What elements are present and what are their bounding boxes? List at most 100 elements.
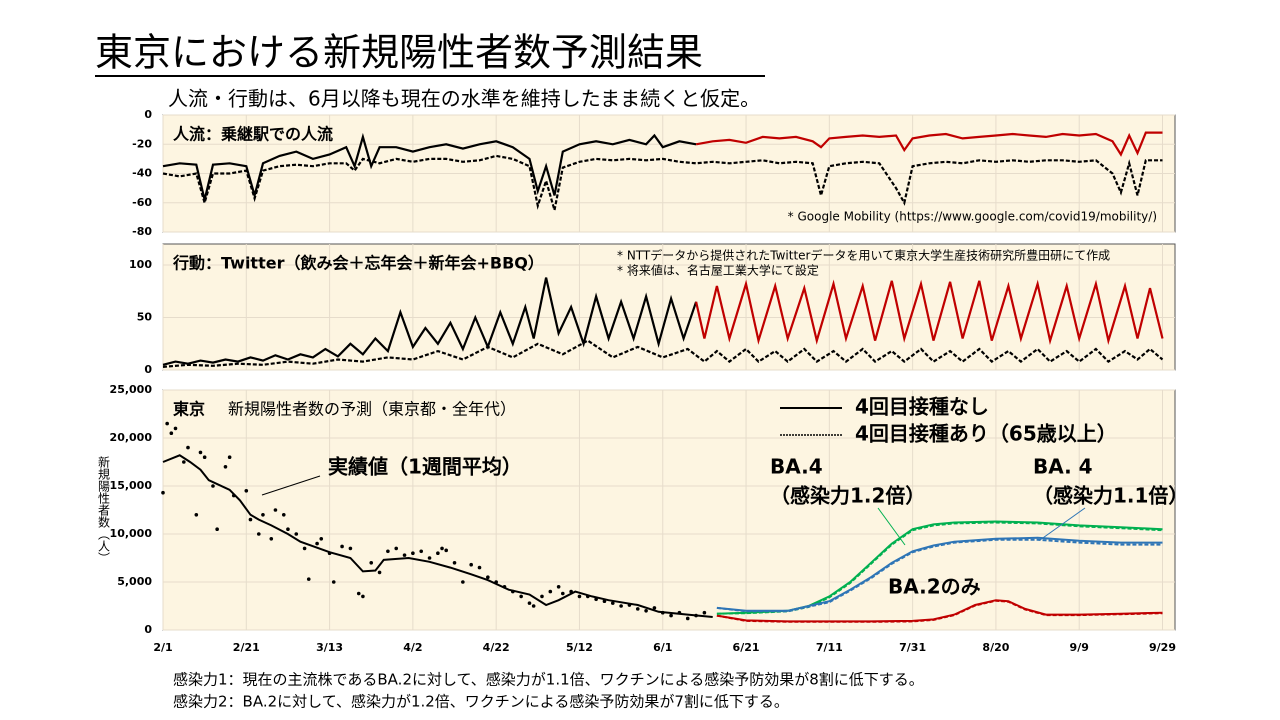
data-point [306, 577, 311, 581]
data-point [281, 513, 286, 517]
data-point [519, 594, 523, 599]
data-point [556, 585, 561, 589]
series-line [695, 279, 1164, 345]
data-point [531, 604, 536, 608]
annotation: （感染力1.1倍） [1033, 484, 1188, 508]
data-point [561, 591, 565, 596]
data-point [444, 548, 448, 553]
y-tick-label: 0 [144, 108, 152, 121]
data-point [302, 546, 307, 551]
data-point [548, 589, 553, 594]
data-point [669, 613, 673, 618]
data-point [261, 513, 265, 517]
annotation-pointer [877, 507, 906, 546]
data-point [340, 544, 344, 549]
series-line [695, 131, 1163, 157]
data-point [461, 580, 465, 584]
data-point [540, 594, 544, 599]
annotation: 実績値（1週間平均） [328, 455, 522, 479]
data-point [165, 421, 169, 426]
data-point [186, 445, 190, 450]
data-point [356, 591, 361, 596]
series-line [716, 538, 1163, 613]
x-tick-label: 2/21 [233, 641, 260, 654]
panel-title: 行動：Twitter（飲み会＋忘年会＋新年会+BBQ） [172, 254, 544, 273]
x-tick-label: 4/2 [403, 641, 422, 654]
data-point [436, 551, 440, 555]
y-tick-label: 50 [137, 311, 153, 324]
panel-title: 新規陽性者数の予測（東京都・全年代） [228, 400, 516, 419]
data-point [486, 575, 490, 579]
data-point [202, 455, 207, 460]
x-tick-label: 9/9 [1070, 641, 1089, 654]
data-point [227, 455, 232, 460]
data-point [348, 546, 353, 551]
data-point [161, 490, 165, 495]
x-tick-label: 3/13 [316, 641, 343, 654]
data-point [211, 484, 215, 488]
series-line [162, 277, 698, 366]
data-point [411, 551, 415, 555]
data-point [619, 604, 623, 608]
data-point [244, 489, 249, 493]
legend-label: 4回目接種なし [855, 395, 989, 419]
data-point [182, 460, 186, 464]
x-tick-label: 7/31 [899, 641, 926, 654]
data-point [223, 465, 228, 469]
data-point [315, 541, 319, 546]
data-point [198, 450, 203, 455]
data-point [256, 532, 261, 536]
x-tick-label: 5/12 [566, 641, 593, 654]
annotation: （感染力1.2倍） [770, 484, 925, 508]
data-point [419, 549, 424, 554]
data-point [273, 508, 278, 512]
y-tick-label: 100 [129, 258, 152, 271]
y-tick-label: 25,000 [110, 383, 153, 396]
data-point [644, 609, 648, 613]
plot-area [162, 389, 1176, 631]
series-line [716, 599, 1163, 623]
data-point [215, 527, 219, 531]
data-point [652, 606, 657, 610]
data-point [248, 517, 253, 522]
data-point [685, 616, 690, 621]
y-tick-label: -40 [132, 167, 152, 180]
note: 感染力1：現在の主流株であるBA.2に対して、感染力が1.1倍、ワクチンによる感… [173, 671, 924, 689]
x-tick-label: 2/1 [153, 641, 172, 654]
data-point [169, 431, 174, 436]
data-point [377, 570, 382, 575]
data-point [452, 561, 457, 565]
x-tick-label: 6/21 [733, 641, 760, 654]
y-tick-label: 10,000 [110, 527, 153, 540]
data-point [702, 610, 707, 615]
x-tick-label: 7/11 [816, 641, 843, 654]
annotation-pointer [1039, 507, 1086, 541]
annotation: BA.4 [770, 455, 823, 479]
data-point [394, 546, 399, 551]
data-point [369, 561, 374, 565]
series-line [162, 454, 713, 618]
data-point [577, 594, 582, 599]
x-tick-label: 6/1 [653, 641, 672, 654]
data-point [173, 426, 178, 431]
data-point [361, 594, 365, 599]
note: 感染力2：BA.2に対して、感染力が1.2倍、ワクチンによる感染予防効果が7割に… [173, 693, 789, 711]
x-tick-label: 9/29 [1149, 641, 1176, 654]
panel-region: 東京 [173, 400, 205, 419]
data-point [402, 553, 407, 557]
data-point [477, 565, 482, 570]
y-axis-label: 新規陽性者数（人） [97, 455, 111, 564]
y-tick-label: 20,000 [110, 431, 153, 444]
x-tick-label: 4/22 [483, 641, 510, 654]
data-point [269, 537, 274, 541]
y-tick-label: -60 [132, 196, 152, 209]
data-point [286, 527, 290, 531]
y-tick-label: -80 [132, 225, 152, 238]
annotation: * NTTデータから提供されたTwitterデータを用いて東京大学生産技術研究所… [617, 248, 1110, 263]
data-point [635, 607, 640, 611]
x-tick-label: 8/20 [982, 641, 1009, 654]
data-point [469, 562, 473, 567]
panel-title: 人流：乗継駅での人流 [173, 125, 333, 144]
annotation: * 将来値は、名古屋工業大学にて設定 [617, 263, 819, 278]
